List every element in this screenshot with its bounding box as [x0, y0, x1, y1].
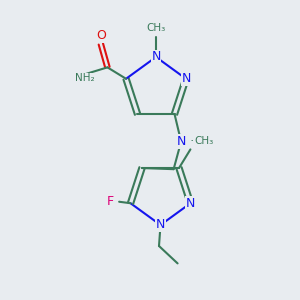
Text: –H: –H — [191, 135, 203, 145]
Text: NH₂: NH₂ — [74, 74, 94, 83]
Text: N: N — [181, 72, 190, 85]
Text: CH₃: CH₃ — [194, 136, 213, 146]
Text: N: N — [186, 197, 195, 210]
Text: N: N — [176, 135, 186, 148]
Text: O: O — [96, 29, 106, 42]
Text: F: F — [106, 195, 114, 208]
Text: CH₃: CH₃ — [146, 22, 166, 33]
Text: N: N — [156, 218, 165, 232]
Text: N: N — [151, 50, 161, 64]
